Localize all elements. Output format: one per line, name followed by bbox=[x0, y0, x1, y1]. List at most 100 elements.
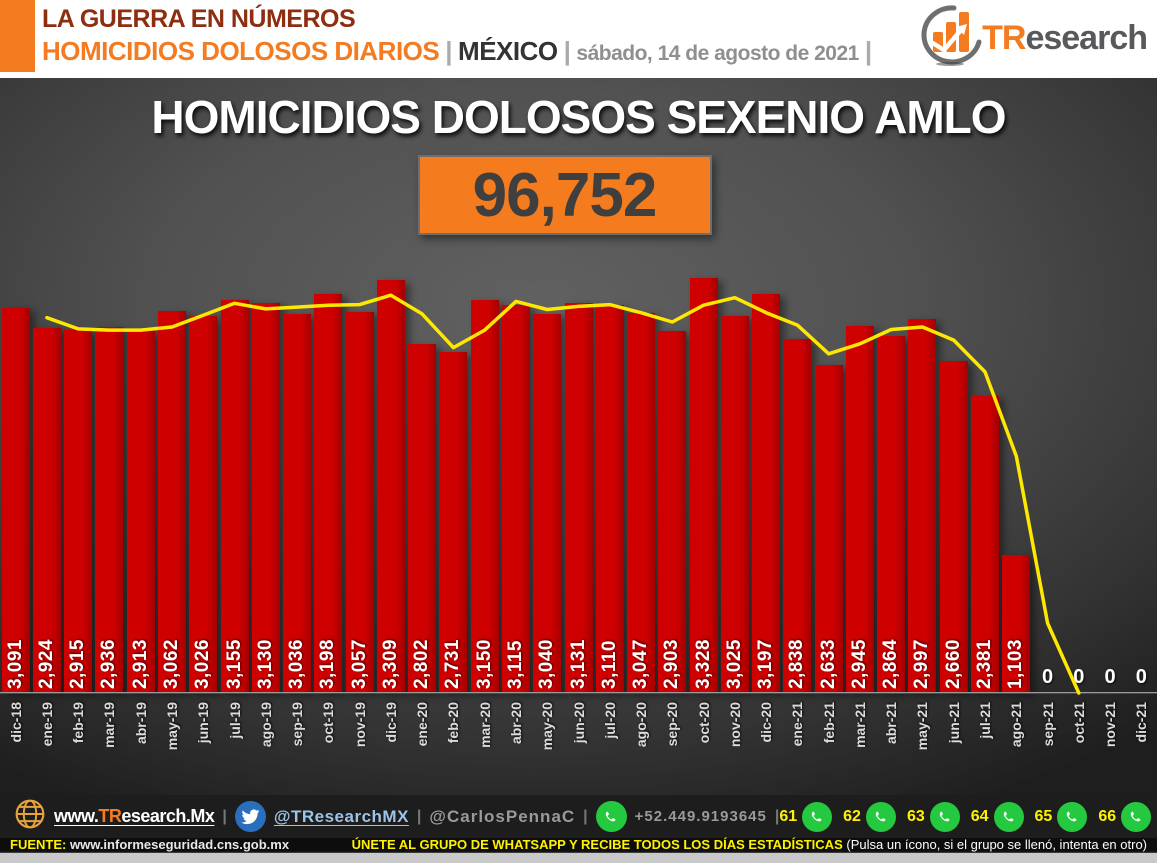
x-label-sep-21: sep-21 bbox=[1039, 702, 1056, 747]
bar-value-jun-21: 2,660 bbox=[942, 638, 964, 689]
x-label-oct-19: oct-19 bbox=[320, 702, 337, 744]
bottom-strip bbox=[0, 851, 1157, 863]
footer-social-bar: www.TResearch.Mx | @TResearchMX | @Carlo… bbox=[0, 795, 1157, 838]
header-kicker: LA GUERRA EN NÚMEROS bbox=[42, 5, 356, 33]
whatsapp-group-63[interactable]: 63 bbox=[906, 801, 960, 832]
bar-dic-18: 3,091 bbox=[1, 308, 30, 693]
bar-value-may-21: 2,997 bbox=[911, 638, 933, 689]
x-label-ago-19: ago-19 bbox=[257, 702, 274, 748]
x-label-dic-18: dic-18 bbox=[7, 702, 24, 743]
whatsapp-phone[interactable]: +52.449.9193645 bbox=[634, 808, 767, 825]
x-label-jul-20: jul-20 bbox=[601, 702, 618, 739]
website-link[interactable]: www.TResearch.Mx bbox=[54, 806, 215, 826]
header-separator-1: | bbox=[445, 36, 453, 66]
twitter-handle-link[interactable]: @TResearchMX bbox=[273, 806, 409, 826]
bar-ago-19: 3,130 bbox=[251, 303, 280, 693]
source-url[interactable]: www.informeseguridad.cns.gob.mx bbox=[69, 837, 290, 852]
bar-abr-21: 2,864 bbox=[877, 336, 906, 693]
bar-value-jul-20: 3,110 bbox=[598, 640, 620, 689]
bar-value-feb-19: 2,915 bbox=[67, 638, 89, 689]
bar-mar-21: 2,945 bbox=[845, 326, 874, 693]
whatsapp-group-66[interactable]: 66 bbox=[1098, 801, 1152, 832]
whatsapp-icon[interactable] bbox=[1121, 801, 1152, 832]
x-label-dic-20: dic-20 bbox=[758, 702, 775, 743]
x-label-mar-20: mar-20 bbox=[476, 702, 493, 748]
x-label-ago-21: ago-21 bbox=[1008, 702, 1025, 748]
x-label-may-20: may-20 bbox=[539, 702, 556, 751]
bar-value-oct-19: 3,198 bbox=[317, 638, 339, 689]
whatsapp-icon[interactable] bbox=[802, 801, 833, 832]
x-label-nov-21: nov-21 bbox=[1102, 702, 1119, 748]
tresearch-logo: TResearch bbox=[918, 4, 1148, 73]
bar-value-mar-20: 3,150 bbox=[473, 638, 495, 689]
whatsapp-group-64[interactable]: 64 bbox=[971, 801, 1024, 832]
bar-nov-20: 3,025 bbox=[720, 316, 749, 693]
bar-value-sep-20: 2,903 bbox=[661, 638, 683, 689]
whatsapp-group-number: 62 bbox=[843, 807, 861, 825]
bar-ago-21: 1,103 bbox=[1002, 555, 1031, 693]
footer: www.TResearch.Mx | @TResearchMX | @Carlo… bbox=[0, 795, 1157, 863]
x-label-nov-20: nov-20 bbox=[726, 702, 743, 748]
source-label: FUENTE: bbox=[10, 837, 67, 852]
bar-dic-19: 3,309 bbox=[376, 280, 405, 693]
x-label-oct-20: oct-20 bbox=[695, 702, 712, 744]
whatsapp-icon[interactable] bbox=[865, 801, 896, 832]
footer-separator-3: | bbox=[583, 807, 588, 825]
bar-value-dic-18: 3,091 bbox=[4, 638, 26, 689]
bar-ene-19: 2,924 bbox=[32, 328, 61, 693]
whatsapp-group-62[interactable]: 62 bbox=[843, 801, 896, 832]
header-text: LA GUERRA EN NÚMEROS HOMICIDIOS DOLOSOS … bbox=[42, 4, 878, 71]
twitter-bird-icon[interactable] bbox=[234, 801, 266, 832]
bar-value-sep-19: 3,036 bbox=[286, 638, 308, 689]
bar-ene-20: 2,802 bbox=[408, 344, 437, 693]
bar-value-nov-21: 0 bbox=[1104, 666, 1116, 688]
bar-value-mar-21: 2,945 bbox=[848, 638, 870, 689]
bar-nov-19: 3,057 bbox=[345, 312, 374, 693]
chart-title: HOMICIDIOS DOLOSOS SEXENIO AMLO bbox=[151, 91, 1006, 143]
bar-value-feb-21: 2,633 bbox=[817, 638, 839, 689]
bar-may-20: 3,040 bbox=[533, 314, 562, 693]
source: FUENTE: www.informeseguridad.cns.gob.mx bbox=[10, 837, 289, 852]
whatsapp-icon[interactable] bbox=[929, 801, 960, 832]
whatsapp-icon[interactable] bbox=[1057, 801, 1088, 832]
bar-feb-19: 2,915 bbox=[64, 330, 93, 693]
whatsapp-group-number: 65 bbox=[1034, 807, 1053, 825]
footer-separator-1: | bbox=[222, 807, 227, 825]
bar-jun-20: 3,131 bbox=[564, 303, 593, 693]
whatsapp-group-number: 63 bbox=[906, 807, 925, 825]
whatsapp-group-61[interactable]: 61 bbox=[779, 801, 833, 832]
bar-value-dic-20: 3,197 bbox=[755, 638, 777, 689]
bar-value-jul-19: 3,155 bbox=[223, 638, 245, 689]
bar-ago-20: 3,047 bbox=[627, 313, 656, 693]
whatsapp-groups: 61 62 63 64 65 66 bbox=[779, 801, 1152, 832]
bar-mar-19: 2,936 bbox=[95, 327, 124, 693]
whatsapp-group-number: 66 bbox=[1098, 807, 1117, 825]
x-label-feb-19: feb-19 bbox=[70, 702, 87, 744]
header: LA GUERRA EN NÚMEROS HOMICIDIOS DOLOSOS … bbox=[0, 0, 1157, 78]
bar-feb-21: 2,633 bbox=[814, 365, 843, 693]
whatsapp-group-number: 61 bbox=[779, 807, 798, 825]
logo-text-orange: TR bbox=[982, 19, 1026, 57]
bar-chart: 3,091 dic-18 2,924 ene-19 2,915 feb-19 2,936 ma… bbox=[0, 78, 1157, 795]
footer-source-bar: FUENTE: www.informeseguridad.cns.gob.mx … bbox=[0, 837, 1157, 852]
x-label-sep-19: sep-19 bbox=[289, 702, 306, 747]
bar-value-nov-20: 3,025 bbox=[723, 638, 745, 689]
bar-ene-21: 2,838 bbox=[783, 339, 812, 693]
whatsapp-group-65[interactable]: 65 bbox=[1034, 801, 1088, 832]
x-label-may-19: may-19 bbox=[163, 702, 180, 751]
footer-links: www.TResearch.Mx | @TResearchMX | @Carlo… bbox=[14, 798, 779, 835]
whatsapp-icon[interactable] bbox=[595, 801, 627, 832]
x-label-may-21: may-21 bbox=[914, 702, 931, 751]
x-label-dic-21: dic-21 bbox=[1133, 702, 1150, 743]
bar-may-21: 2,997 bbox=[908, 319, 937, 693]
footer-separator-4: | bbox=[774, 807, 780, 825]
x-label-ago-20: ago-20 bbox=[633, 702, 650, 748]
bar-value-abr-20: 3,115 bbox=[504, 640, 526, 689]
second-handle[interactable]: @CarlosPennaC bbox=[429, 806, 576, 826]
header-accent-bar bbox=[0, 0, 35, 72]
bar-dic-20: 3,197 bbox=[752, 294, 781, 693]
whatsapp-icon[interactable] bbox=[993, 801, 1024, 832]
logo-text-gray: esearch bbox=[1025, 19, 1148, 57]
x-label-feb-20: feb-20 bbox=[445, 702, 462, 744]
x-label-jul-19: jul-19 bbox=[226, 702, 243, 739]
